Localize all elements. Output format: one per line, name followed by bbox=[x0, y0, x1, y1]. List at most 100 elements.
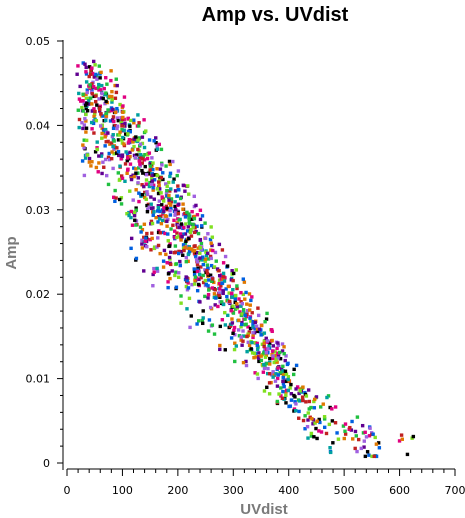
data-point bbox=[208, 254, 213, 259]
data-point bbox=[210, 243, 214, 248]
data-point bbox=[293, 400, 297, 404]
data-point bbox=[154, 215, 158, 220]
data-point bbox=[397, 439, 402, 443]
data-point bbox=[196, 246, 200, 250]
data-point bbox=[355, 415, 360, 419]
data-point bbox=[103, 101, 107, 106]
data-point bbox=[183, 211, 187, 216]
data-point bbox=[165, 219, 169, 224]
data-point bbox=[183, 215, 188, 219]
data-point bbox=[169, 187, 173, 191]
data-point bbox=[148, 237, 152, 242]
data-point bbox=[229, 336, 234, 340]
data-point bbox=[97, 154, 101, 158]
data-point bbox=[119, 202, 124, 206]
data-point bbox=[298, 389, 302, 393]
data-point bbox=[374, 454, 379, 459]
data-point bbox=[248, 326, 253, 331]
data-point bbox=[194, 257, 199, 262]
data-point bbox=[112, 147, 116, 151]
data-point bbox=[98, 124, 103, 128]
data-point bbox=[165, 188, 169, 193]
data-point bbox=[99, 154, 104, 158]
data-point bbox=[84, 103, 88, 107]
data-point bbox=[126, 132, 130, 136]
data-point bbox=[262, 366, 267, 371]
data-point bbox=[196, 231, 201, 236]
data-point bbox=[177, 271, 181, 275]
data-point bbox=[185, 244, 189, 249]
data-point bbox=[187, 192, 191, 196]
data-point bbox=[145, 190, 149, 194]
data-point bbox=[241, 329, 245, 333]
data-point bbox=[180, 234, 184, 239]
data-point bbox=[162, 209, 166, 213]
data-point bbox=[164, 204, 169, 209]
data-point bbox=[121, 104, 125, 108]
data-point bbox=[169, 200, 174, 204]
data-point bbox=[246, 340, 250, 345]
data-point bbox=[353, 429, 358, 434]
data-point bbox=[284, 401, 288, 405]
data-point bbox=[217, 281, 222, 286]
data-point bbox=[219, 277, 223, 281]
data-point bbox=[263, 355, 268, 359]
data-point bbox=[319, 430, 324, 434]
data-point bbox=[342, 436, 346, 441]
data-point bbox=[311, 422, 315, 426]
data-point bbox=[127, 137, 132, 142]
data-point bbox=[237, 334, 242, 338]
data-point bbox=[159, 176, 164, 180]
data-point bbox=[221, 302, 226, 307]
data-point bbox=[127, 210, 131, 215]
data-point bbox=[245, 308, 250, 313]
data-point bbox=[132, 144, 136, 149]
data-point bbox=[139, 155, 143, 160]
data-point bbox=[292, 409, 296, 413]
data-point bbox=[253, 371, 257, 375]
data-point bbox=[163, 214, 168, 218]
data-point bbox=[193, 244, 197, 248]
data-point bbox=[101, 160, 105, 164]
data-point bbox=[218, 295, 222, 300]
data-point bbox=[303, 414, 307, 418]
data-point bbox=[185, 307, 189, 311]
data-point bbox=[138, 164, 142, 168]
data-point bbox=[159, 191, 163, 195]
data-point bbox=[262, 362, 266, 367]
data-point bbox=[128, 189, 132, 193]
data-point bbox=[282, 352, 286, 356]
data-point bbox=[268, 356, 272, 361]
data-point bbox=[212, 332, 217, 336]
data-point bbox=[84, 80, 89, 84]
data-point bbox=[253, 320, 257, 325]
data-point bbox=[113, 96, 118, 100]
data-point bbox=[267, 372, 272, 376]
data-point bbox=[128, 150, 132, 155]
data-point bbox=[209, 225, 213, 229]
data-point bbox=[145, 231, 149, 236]
data-point bbox=[315, 436, 319, 441]
data-point bbox=[254, 355, 258, 359]
data-point bbox=[268, 341, 272, 345]
data-point bbox=[209, 263, 214, 268]
data-point bbox=[112, 139, 116, 143]
data-point bbox=[267, 344, 271, 348]
data-point bbox=[234, 268, 238, 272]
data-point bbox=[274, 353, 278, 358]
data-point bbox=[217, 242, 222, 247]
data-point bbox=[198, 208, 203, 212]
data-point bbox=[166, 232, 170, 236]
data-point bbox=[231, 271, 236, 276]
data-point bbox=[122, 128, 126, 132]
data-point bbox=[253, 327, 257, 331]
data-point bbox=[203, 268, 207, 272]
data-point bbox=[185, 278, 189, 283]
data-point bbox=[203, 259, 208, 263]
data-point bbox=[252, 356, 256, 360]
data-point bbox=[405, 452, 410, 457]
data-point bbox=[182, 225, 186, 230]
data-point bbox=[139, 153, 143, 157]
data-point bbox=[159, 147, 164, 152]
data-point bbox=[154, 136, 158, 140]
